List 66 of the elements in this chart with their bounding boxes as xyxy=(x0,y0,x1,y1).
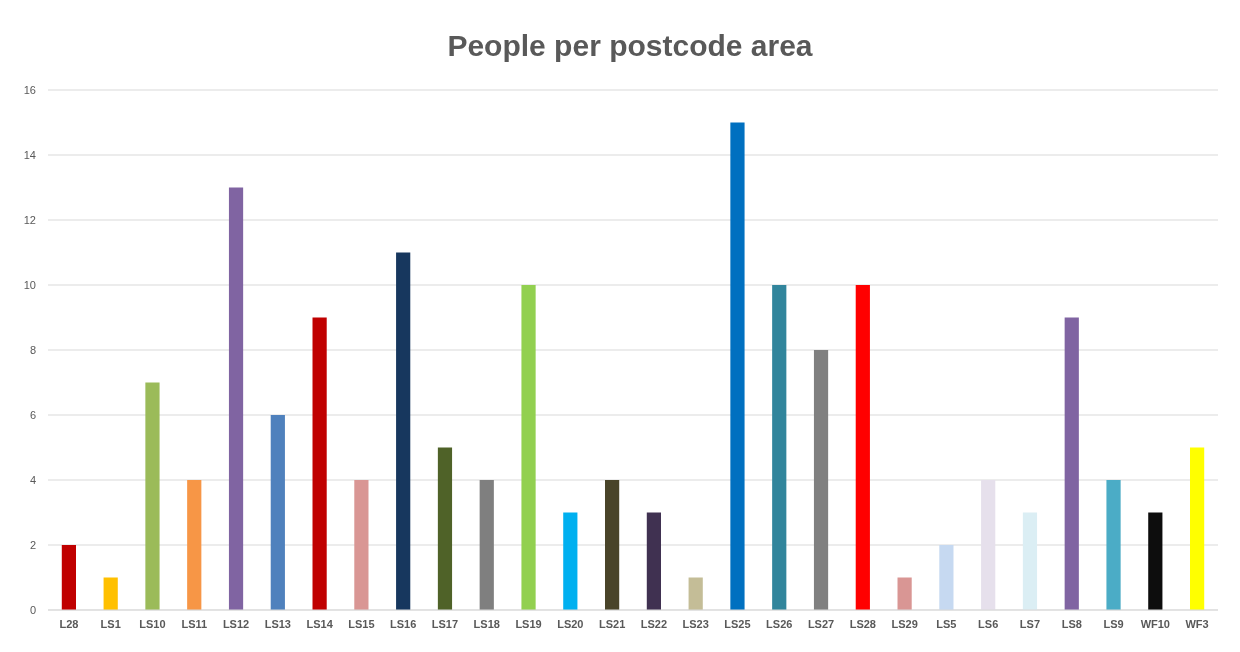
x-tick-label: LS1 xyxy=(100,618,121,630)
x-tick-label: LS5 xyxy=(936,618,957,630)
x-tick-label: LS15 xyxy=(348,618,375,630)
x-tick-label: LS9 xyxy=(1103,618,1124,630)
bar xyxy=(1148,512,1163,610)
y-tick-label: 10 xyxy=(23,278,36,291)
x-tick-label: LS25 xyxy=(724,618,751,630)
x-tick-label: LS12 xyxy=(222,618,250,630)
bar xyxy=(855,285,870,610)
y-tick-label: 14 xyxy=(23,148,36,161)
bar xyxy=(1022,512,1038,610)
bar xyxy=(772,285,787,610)
bar xyxy=(688,577,703,610)
x-tick-label: LS6 xyxy=(978,618,999,630)
y-tick-label: 8 xyxy=(29,343,36,356)
x-tick-label: LS11 xyxy=(181,618,208,630)
bar xyxy=(813,350,829,610)
bar xyxy=(1106,480,1121,610)
bar xyxy=(354,480,369,610)
x-tick-label: LS8 xyxy=(1061,618,1082,630)
y-tick-label: 4 xyxy=(29,473,36,486)
bar xyxy=(103,577,118,610)
x-tick-label: LS23 xyxy=(682,618,709,630)
x-tick-label: WF10 xyxy=(1140,618,1170,630)
bar xyxy=(228,187,244,610)
bar xyxy=(897,577,912,610)
bar xyxy=(1064,317,1079,610)
y-tick-label: 12 xyxy=(23,213,36,226)
bar xyxy=(145,382,160,610)
bar xyxy=(479,480,494,610)
bar xyxy=(646,512,661,610)
chart-title: People per postcode area xyxy=(447,29,813,62)
bar xyxy=(312,317,327,610)
y-tick-label: 6 xyxy=(29,408,36,421)
y-tick-label: 2 xyxy=(29,538,36,551)
x-tick-label: LS18 xyxy=(473,618,500,630)
bar xyxy=(605,480,620,610)
bar xyxy=(939,545,954,610)
y-tick-label: 0 xyxy=(29,603,36,616)
x-tick-label: LS17 xyxy=(431,618,459,630)
x-tick-label: LS20 xyxy=(557,618,584,630)
bar xyxy=(730,122,745,610)
bar xyxy=(521,285,536,610)
y-tick-label: 16 xyxy=(23,83,36,96)
bar xyxy=(981,480,996,610)
x-tick-label: LS28 xyxy=(849,618,876,630)
x-tick-label: LS7 xyxy=(1019,618,1041,630)
x-tick-label: LS27 xyxy=(807,618,835,630)
x-tick-label: LS26 xyxy=(766,618,793,630)
bar xyxy=(1190,447,1205,610)
x-tick-label: LS10 xyxy=(139,618,166,630)
bar xyxy=(270,415,285,610)
bar xyxy=(563,512,578,610)
bar xyxy=(396,252,411,610)
bar xyxy=(187,480,202,610)
x-tick-label: LS29 xyxy=(891,618,918,630)
x-tick-label: LS16 xyxy=(390,618,417,630)
bar xyxy=(61,545,76,610)
x-tick-label: LS21 xyxy=(598,618,626,630)
x-tick-label: L28 xyxy=(59,618,79,630)
x-tick-label: WF3 xyxy=(1185,618,1209,630)
x-tick-label: LS19 xyxy=(515,618,542,630)
x-tick-label: LS13 xyxy=(264,618,291,630)
bar xyxy=(437,447,453,610)
x-tick-label: LS22 xyxy=(640,618,668,630)
x-tick-label: LS14 xyxy=(306,618,334,630)
